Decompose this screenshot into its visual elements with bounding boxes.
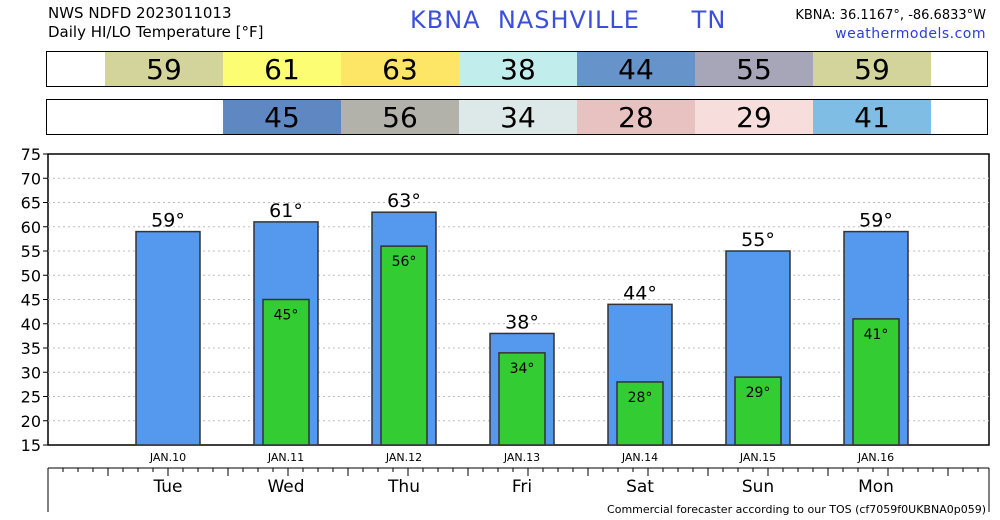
lo-bar-label: 29°: [746, 385, 771, 401]
lo-temp-strip: 45 56 34 28 29 41: [46, 99, 988, 135]
day-label: Wed: [267, 477, 304, 497]
y-tick-label: 25: [21, 388, 41, 407]
y-tick-label: 40: [21, 315, 41, 334]
y-tick-label: 45: [21, 291, 41, 310]
lo-bar: [262, 298, 310, 446]
lo-temp-cell: 45: [223, 100, 341, 134]
lo-bar: [498, 352, 546, 446]
station-title: KBNA NASHVILLE TN: [410, 6, 727, 34]
hi-bar-label: 59°: [151, 210, 185, 232]
x-tick-label: JAN.14: [621, 451, 658, 464]
hi-bar: [135, 230, 201, 446]
lo-temp-cell: 56: [341, 100, 459, 134]
lo-bar: [852, 318, 900, 446]
footer-note: Commercial forecaster according to our T…: [607, 503, 986, 516]
hi-bar-label: 44°: [623, 282, 657, 304]
day-label: Sun: [742, 477, 774, 497]
hi-temp-cell: 55: [695, 52, 813, 86]
day-label: Thu: [387, 477, 420, 497]
x-tick-label: JAN.15: [739, 451, 776, 464]
lo-bar-label: 45°: [274, 308, 299, 324]
hi-temp-cell: 38: [459, 52, 577, 86]
hi-temp-cell: 63: [341, 52, 459, 86]
hi-temp-cell: 61: [223, 52, 341, 86]
y-tick-label: 50: [21, 266, 41, 285]
hi-bar-label: 61°: [269, 200, 303, 222]
y-tick-label: 60: [21, 218, 41, 237]
lo-bar-label: 28°: [628, 390, 653, 406]
y-tick-label: 30: [21, 363, 41, 382]
y-tick-label: 20: [21, 412, 41, 431]
lo-bar-label: 34°: [510, 361, 535, 377]
lo-temp-cell: 29: [695, 100, 813, 134]
lo-bar: [616, 381, 664, 446]
day-label: Fri: [512, 477, 532, 497]
product-label: NWS NDFD 2023011013: [48, 4, 232, 22]
x-tick-label: JAN.10: [149, 451, 186, 464]
y-tick-label: 70: [21, 169, 41, 188]
subtitle-label: Daily HI/LO Temperature [°F]: [48, 23, 264, 41]
site-link[interactable]: weathermodels.com: [835, 26, 986, 42]
header-right: KBNA: 36.1167°, -86.6833°W weathermodels…: [795, 6, 986, 44]
lo-temp-cell: 41: [813, 100, 931, 134]
x-tick-label: JAN.16: [857, 451, 894, 464]
lo-bar-label: 41°: [864, 327, 889, 343]
lo-bar: [734, 376, 782, 446]
y-tick-label: 15: [21, 436, 41, 455]
y-tick-label: 35: [21, 339, 41, 358]
y-tick-label: 55: [21, 242, 41, 261]
lo-bar: [380, 245, 428, 446]
hi-bar-label: 59°: [859, 210, 893, 232]
coords-label: KBNA: 36.1167°, -86.6833°W: [795, 8, 986, 23]
hi-bar-label: 63°: [387, 190, 421, 212]
header-left: NWS NDFD 2023011013 Daily HI/LO Temperat…: [48, 4, 264, 42]
day-label: Tue: [152, 477, 182, 497]
x-tick-label: JAN.13: [503, 451, 540, 464]
y-tick-label: 65: [21, 194, 41, 213]
hi-temp-cell: 59: [813, 52, 931, 86]
day-label: Sat: [626, 477, 654, 497]
day-label: Mon: [858, 477, 894, 497]
hi-bar-label: 38°: [505, 311, 539, 333]
lo-bar-label: 56°: [392, 254, 417, 270]
x-tick-label: JAN.11: [267, 451, 304, 464]
x-tick-label: JAN.12: [385, 451, 422, 464]
hi-temp-cell: 59: [105, 52, 223, 86]
lo-temp-cell: 28: [577, 100, 695, 134]
y-tick-label: 75: [21, 145, 41, 164]
lo-temp-cell: 34: [459, 100, 577, 134]
hi-bar-label: 55°: [741, 229, 775, 251]
hi-temp-strip: 59 61 63 38 44 55 59: [46, 51, 988, 87]
hi-temp-cell: 44: [577, 52, 695, 86]
